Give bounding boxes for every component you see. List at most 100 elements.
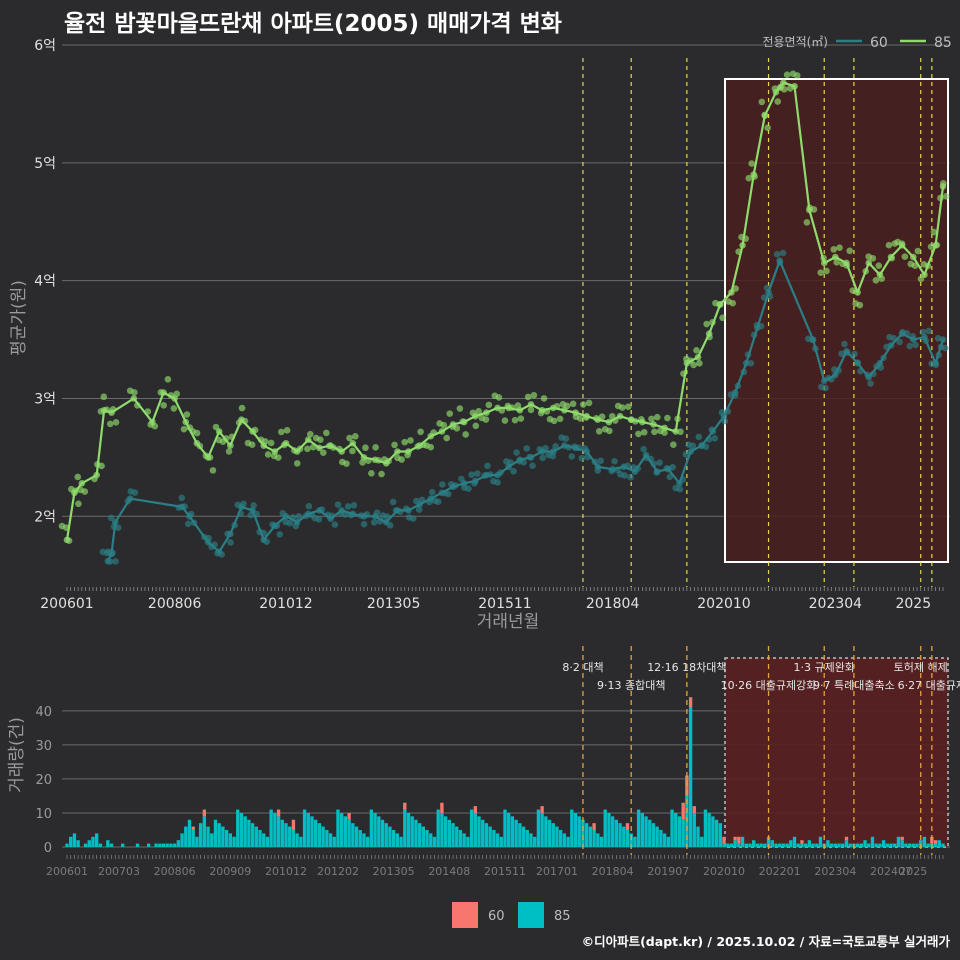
volume-bar-85 [722,843,726,847]
price-point-60 [331,521,339,528]
price-y-tick: 4억 [34,274,56,290]
policy-label: 6·27 대출규제 [898,679,960,692]
volume-bar-85 [161,843,166,847]
volume-bar-85 [481,819,485,847]
price-point-85 [598,413,606,420]
price-point-60 [295,513,303,520]
volume-bar-85 [789,840,793,847]
policy-label: 토허제 해제 [894,660,948,674]
price-y-tick: 5억 [34,156,56,172]
price-point-60 [851,350,858,358]
price-point-60 [666,473,674,481]
volume-bar-85 [410,816,414,847]
price-point-85 [485,401,493,409]
volume-bar-85 [310,816,314,847]
price-point-60 [919,328,927,336]
volume-legend-key-60 [452,902,478,928]
volume-x-tick: 202407 [870,865,912,878]
price-x-tick: 201511 [478,596,531,612]
volume-bar-60 [681,802,685,820]
volume-y-tick: 0 [44,841,52,856]
volume-bar-85 [492,829,496,847]
price-point-60 [263,538,271,546]
price-point-60 [822,384,829,392]
volume-bar-85 [714,819,719,847]
volume-bar-85 [336,809,340,847]
volume-bar-85 [340,812,344,847]
price-point-85 [696,360,703,367]
volume-bar-85 [280,819,284,847]
volume-bar-85 [224,829,229,847]
volume-bar-85 [377,816,381,847]
price-point-60 [912,341,919,349]
volume-bar-85 [596,833,600,847]
price-point-60 [867,380,874,387]
volume-bar-85 [455,826,459,847]
price-point-60 [542,444,549,452]
price-point-60 [682,451,690,458]
price-point-60 [305,502,313,510]
volume-bar-85 [711,816,715,847]
volume-bar-85 [354,826,359,847]
price-point-60 [773,250,781,258]
price-point-85 [440,421,448,429]
volume-bar-85 [518,823,522,847]
price-point-60 [513,449,520,456]
volume-bar-85 [276,816,281,847]
volume-highlight [724,657,949,848]
volume-bar-85 [774,843,778,847]
price-point-85 [283,426,291,434]
volume-bar-85 [484,823,489,847]
volume-bar-85 [588,826,593,847]
volume-bar-85 [807,840,812,847]
price-point-60 [934,334,942,342]
price-point-85 [540,395,548,402]
price-point-85 [267,439,275,447]
volume-bar-85 [896,836,901,847]
volume-bar-85 [254,826,258,847]
volume-bar-85 [559,829,563,847]
volume-bar-85 [210,833,214,847]
price-point-60 [250,502,257,509]
price-point-85 [833,259,840,266]
price-y-tick: 2억 [34,509,56,525]
volume-bar-85 [544,816,548,847]
volume-bar-85 [495,833,500,847]
price-x-tick: 202304 [809,596,863,612]
price-point-85 [212,423,220,431]
price-point-60 [529,462,536,469]
price-point-60 [549,452,557,460]
price-point-60 [702,443,710,451]
volume-x-tick: 202201 [759,865,801,878]
price-point-85 [475,407,483,415]
price-x-label: 거래년월 [477,612,540,632]
price-point-85 [836,244,843,252]
price-point-85 [404,451,411,459]
volume-bar-85 [540,812,544,847]
price-point-85 [164,376,172,383]
volume-bar-85 [644,816,648,847]
volume-bar-85 [343,816,348,847]
price-point-85 [579,401,587,408]
price-point-85 [748,160,755,167]
volume-bar-85 [228,833,232,847]
price-point-85 [585,399,593,407]
price-point-85 [469,409,477,417]
price-point-85 [764,124,771,132]
volume-bar-85 [584,823,589,847]
price-point-85 [786,85,794,92]
volume-bar-85 [655,826,659,847]
volume-x-tick: 200703 [98,865,140,878]
volume-bar-85 [247,819,251,847]
price-point-85 [758,98,766,106]
volume-bar-85 [941,843,945,847]
volume-bar-85 [169,843,173,847]
price-point-60 [896,338,903,346]
volume-bar-85 [258,829,262,847]
price-point-85 [209,467,217,474]
volume-bar-85 [766,836,771,847]
volume-bar-85 [447,819,451,847]
price-point-60 [578,454,586,462]
price-point-60 [721,417,729,425]
volume-bar-85 [870,836,875,847]
